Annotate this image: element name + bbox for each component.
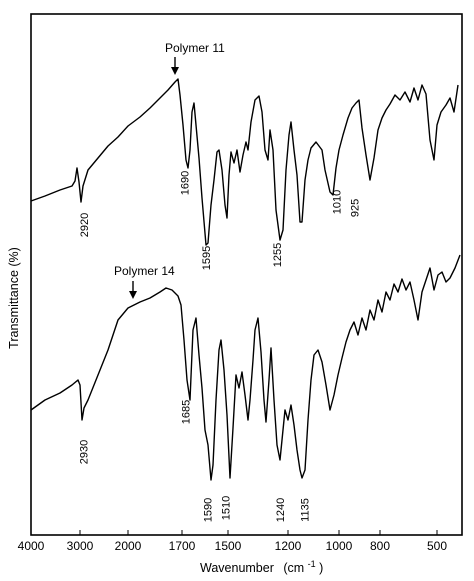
x-tick-label: 1500 [215,539,242,553]
x-tick-label: 2000 [115,539,142,553]
x-tick-label: 1200 [275,539,302,553]
x-axis-label-unit: (cm [283,561,304,575]
x-axis: 4000 3000 2000 1700 1500 1200 1000 800 500 [18,530,447,553]
x-tick-label: 1000 [326,539,353,553]
peak-label: 925 [349,199,361,217]
peak-label: 1255 [272,243,284,267]
x-axis-label-close: ) [319,561,323,575]
peak-label: 2930 [78,440,90,464]
x-tick-label: 500 [427,539,447,553]
polymer-14-spectrum-line [30,254,461,481]
series-arrow-polymer-11 [171,57,179,75]
polymer-11-spectrum-line [30,78,459,246]
plot-frame [30,13,463,536]
peak-label: 1240 [275,498,287,522]
x-axis-label-text: Wavenumber [200,561,274,575]
series-label-polymer-14: Polymer 14 [114,264,175,278]
x-axis-label: Wavenumber (cm -1 ) [200,556,323,575]
peak-label: 1135 [300,498,312,522]
series-label-polymer-11: Polymer 11 [165,41,225,55]
series-arrow-polymer-14 [129,281,137,299]
x-axis-label-superscript: -1 [308,559,316,569]
y-axis-label: Transmittance (%) [7,247,21,349]
peak-label: 1510 [221,496,233,520]
x-tick-label: 3000 [67,539,94,553]
peak-label: 1590 [202,498,214,522]
x-tick-label: 800 [370,539,390,553]
peak-label: 1685 [180,400,192,424]
peak-label: 1690 [179,171,191,195]
peak-label: 1595 [201,246,213,270]
peak-label: 2920 [79,213,91,237]
x-tick-label: 1700 [169,539,196,553]
x-tick-label: 4000 [18,539,45,553]
peak-label: 1010 [331,190,343,214]
peak-labels: 2920 1690 1595 1255 1010 925 2930 1685 1590 1510 1… [78,171,361,522]
